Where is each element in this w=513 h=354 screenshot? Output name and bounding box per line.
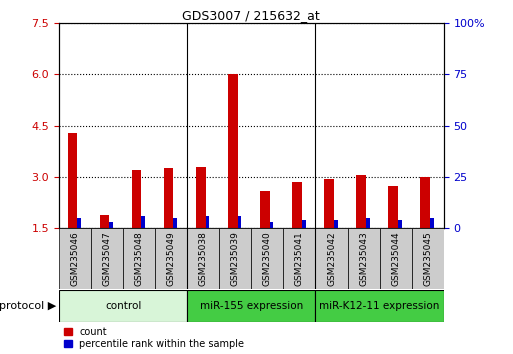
Text: GSM235040: GSM235040 — [263, 231, 272, 286]
Legend: count, percentile rank within the sample: count, percentile rank within the sample — [64, 327, 244, 349]
Bar — [77, 218, 81, 228]
Bar — [164, 169, 173, 228]
Bar — [366, 218, 370, 228]
Bar — [173, 218, 177, 228]
Bar — [59, 228, 91, 289]
Bar — [260, 191, 270, 228]
Bar — [196, 167, 206, 228]
Bar — [348, 228, 380, 289]
Bar — [68, 132, 77, 228]
Text: GSM235049: GSM235049 — [167, 231, 176, 286]
Bar — [398, 220, 402, 228]
Bar — [187, 290, 315, 322]
Text: protocol ▶: protocol ▶ — [0, 301, 56, 311]
Bar — [315, 228, 348, 289]
Text: control: control — [105, 301, 141, 311]
Bar — [324, 179, 334, 228]
Text: GSM235041: GSM235041 — [295, 231, 304, 286]
Text: GSM235045: GSM235045 — [423, 231, 432, 286]
Bar — [91, 228, 123, 289]
Title: GDS3007 / 215632_at: GDS3007 / 215632_at — [183, 9, 320, 22]
Bar — [292, 182, 302, 228]
Text: GSM235043: GSM235043 — [359, 231, 368, 286]
Bar — [411, 228, 444, 289]
Bar — [123, 228, 155, 289]
Bar — [334, 220, 338, 228]
Text: GSM235044: GSM235044 — [391, 231, 400, 286]
Bar — [228, 74, 238, 228]
Bar — [59, 290, 187, 322]
Text: GSM235046: GSM235046 — [70, 231, 80, 286]
Bar — [388, 185, 398, 228]
Bar — [315, 290, 444, 322]
Bar — [100, 215, 109, 228]
Text: GSM235047: GSM235047 — [103, 231, 112, 286]
Bar — [430, 218, 434, 228]
Bar — [132, 170, 142, 228]
Bar — [380, 228, 411, 289]
Bar — [187, 228, 220, 289]
Text: miR-155 expression: miR-155 expression — [200, 301, 303, 311]
Bar — [356, 175, 366, 228]
Text: GSM235039: GSM235039 — [231, 231, 240, 286]
Bar — [206, 216, 209, 228]
Bar — [155, 228, 187, 289]
Text: GSM235038: GSM235038 — [199, 231, 208, 286]
Bar — [142, 216, 145, 228]
Bar — [302, 220, 306, 228]
Bar — [251, 228, 283, 289]
Text: GSM235042: GSM235042 — [327, 231, 336, 286]
Text: GSM235048: GSM235048 — [134, 231, 144, 286]
Bar — [238, 216, 242, 228]
Bar — [220, 228, 251, 289]
Bar — [420, 177, 430, 228]
Bar — [270, 222, 273, 228]
Text: miR-K12-11 expression: miR-K12-11 expression — [320, 301, 440, 311]
Bar — [283, 228, 315, 289]
Bar — [109, 222, 113, 228]
